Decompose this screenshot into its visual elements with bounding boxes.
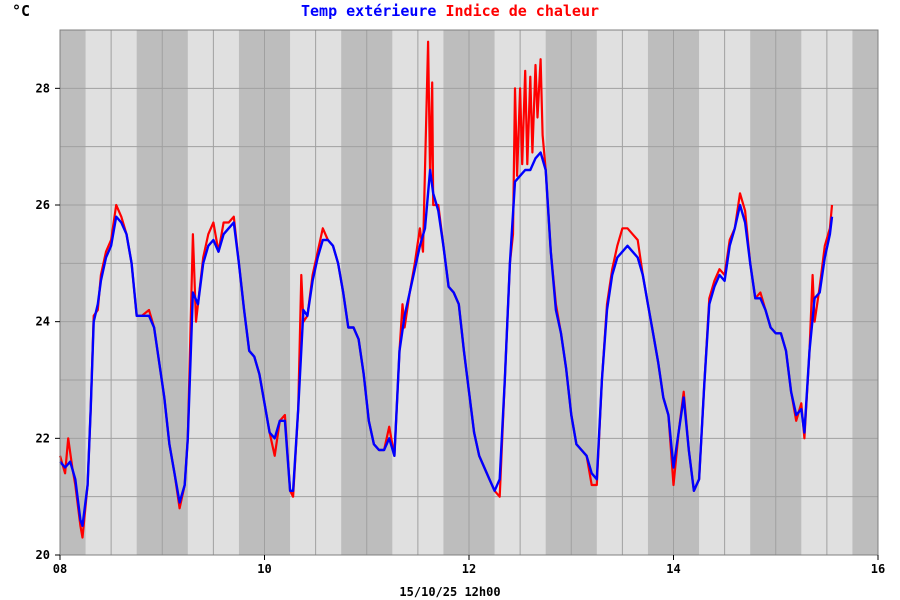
y-unit-label: °C — [12, 2, 30, 20]
x-tick-label: 14 — [666, 562, 680, 576]
y-tick-label: 22 — [36, 431, 50, 445]
series-line-temp-ext-rieure — [59, 151, 834, 527]
footer-timestamp: 15/10/25 12h00 — [399, 585, 500, 599]
axes: 20 22 24 26 28 08 10 12 14 16 — [36, 29, 885, 576]
chart-title: Temp extérieure Indice de chaleur — [301, 2, 599, 20]
title-segment: Indice de chaleur — [445, 2, 599, 20]
title-segment: Temp extérieure — [301, 2, 436, 20]
title-segment — [436, 2, 445, 20]
series-lines — [58, 40, 834, 539]
x-tick-label: 10 — [257, 562, 271, 576]
x-tick-label: 16 — [871, 562, 885, 576]
y-tick-label: 24 — [36, 315, 50, 329]
x-tick-label: 08 — [53, 562, 67, 576]
y-tick-label: 28 — [36, 81, 50, 95]
x-tick-label: 12 — [462, 562, 476, 576]
y-tick-label: 26 — [36, 198, 50, 212]
y-tick-label: 20 — [36, 548, 50, 562]
